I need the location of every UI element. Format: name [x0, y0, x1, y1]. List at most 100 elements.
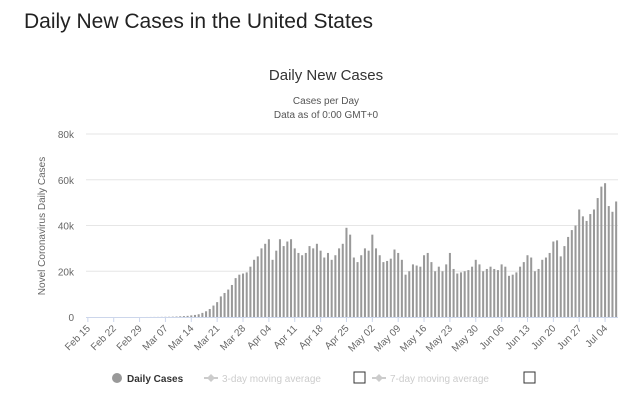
bar[interactable] [323, 257, 326, 317]
bar[interactable] [607, 206, 610, 317]
bar[interactable] [356, 262, 359, 317]
bar[interactable] [500, 264, 503, 317]
bar[interactable] [541, 259, 544, 317]
bar[interactable] [345, 227, 348, 317]
bar[interactable] [519, 266, 522, 317]
bar[interactable] [286, 241, 289, 317]
bar[interactable] [389, 258, 392, 317]
bar[interactable] [570, 230, 573, 317]
bar[interactable] [434, 271, 437, 317]
bar[interactable] [205, 311, 208, 317]
legend-label-daily-cases[interactable]: Daily Cases [127, 374, 184, 385]
bar[interactable] [223, 292, 226, 317]
bar[interactable] [378, 255, 381, 317]
bar[interactable] [589, 214, 592, 317]
bar[interactable] [600, 186, 603, 317]
bar[interactable] [278, 239, 281, 317]
bar[interactable] [552, 241, 555, 317]
bar[interactable] [360, 255, 363, 317]
bar[interactable] [592, 209, 596, 317]
bar[interactable] [234, 278, 237, 317]
bar[interactable] [260, 248, 263, 317]
bar[interactable] [275, 250, 278, 317]
bar[interactable] [556, 240, 559, 317]
bar[interactable] [290, 239, 293, 317]
bar[interactable] [526, 255, 529, 317]
bar[interactable] [596, 198, 599, 317]
bar[interactable] [393, 249, 396, 317]
bar[interactable] [352, 257, 355, 317]
bar[interactable] [212, 305, 215, 317]
bar[interactable] [404, 274, 407, 317]
bar[interactable] [382, 262, 385, 317]
bar[interactable] [478, 264, 481, 317]
bar[interactable] [463, 271, 466, 317]
bar[interactable] [197, 314, 200, 317]
bar[interactable] [282, 246, 285, 317]
bar[interactable] [537, 268, 540, 317]
bar[interactable] [190, 315, 193, 317]
bar[interactable] [544, 257, 547, 317]
bar[interactable] [216, 302, 219, 317]
bar[interactable] [400, 259, 403, 317]
checkbox-7-day-moving-average[interactable] [523, 371, 536, 384]
bar[interactable] [496, 270, 499, 317]
bar[interactable] [430, 262, 433, 317]
bar[interactable] [411, 264, 414, 317]
bar[interactable] [437, 266, 440, 317]
bar[interactable] [312, 248, 315, 317]
bar[interactable] [386, 260, 389, 317]
bar[interactable] [615, 201, 618, 317]
bar[interactable] [193, 314, 197, 317]
bar[interactable] [249, 266, 252, 317]
bar[interactable] [515, 272, 518, 317]
bar[interactable] [371, 234, 374, 317]
bar[interactable] [238, 274, 241, 317]
bar[interactable] [504, 266, 507, 317]
bar[interactable] [585, 220, 588, 317]
bar[interactable] [474, 259, 477, 317]
bar[interactable] [408, 271, 411, 317]
bar[interactable] [304, 252, 307, 317]
bar[interactable] [182, 316, 185, 317]
bar[interactable] [374, 248, 378, 317]
bar[interactable] [256, 256, 259, 317]
bar[interactable] [489, 266, 492, 317]
bar[interactable] [578, 209, 581, 317]
bar[interactable] [230, 284, 233, 317]
bar[interactable] [419, 266, 422, 317]
bar[interactable] [201, 312, 204, 317]
bar[interactable] [452, 268, 455, 317]
bar[interactable] [334, 255, 337, 317]
bar[interactable] [511, 274, 514, 317]
bar[interactable] [308, 246, 311, 317]
legend-label-7-day-moving-average[interactable]: 7-day moving average [390, 374, 489, 385]
bar[interactable] [563, 246, 566, 317]
bar[interactable] [397, 252, 400, 317]
bar[interactable] [467, 270, 470, 317]
bar[interactable] [448, 252, 451, 317]
bar[interactable] [471, 266, 474, 317]
checkbox-3-day-moving-average[interactable] [353, 371, 366, 384]
bar[interactable] [611, 211, 614, 317]
bar[interactable] [326, 252, 330, 317]
bar[interactable] [559, 256, 562, 317]
bar[interactable] [581, 216, 584, 317]
bar[interactable] [341, 243, 344, 317]
bar[interactable] [179, 316, 182, 317]
bar[interactable] [423, 255, 426, 317]
bar[interactable] [267, 239, 270, 317]
legend-label-3-day-moving-average[interactable]: 3-day moving average [222, 374, 321, 385]
bar[interactable] [485, 268, 488, 317]
bar[interactable] [567, 236, 570, 317]
bar[interactable] [482, 271, 485, 317]
bar[interactable] [330, 259, 333, 317]
bar[interactable] [349, 234, 352, 317]
bar[interactable] [301, 255, 304, 317]
bar[interactable] [219, 296, 222, 317]
bar[interactable] [264, 243, 267, 317]
bar[interactable] [459, 272, 463, 317]
bar[interactable] [227, 289, 230, 317]
bar[interactable] [208, 308, 211, 317]
bar[interactable] [530, 257, 533, 317]
